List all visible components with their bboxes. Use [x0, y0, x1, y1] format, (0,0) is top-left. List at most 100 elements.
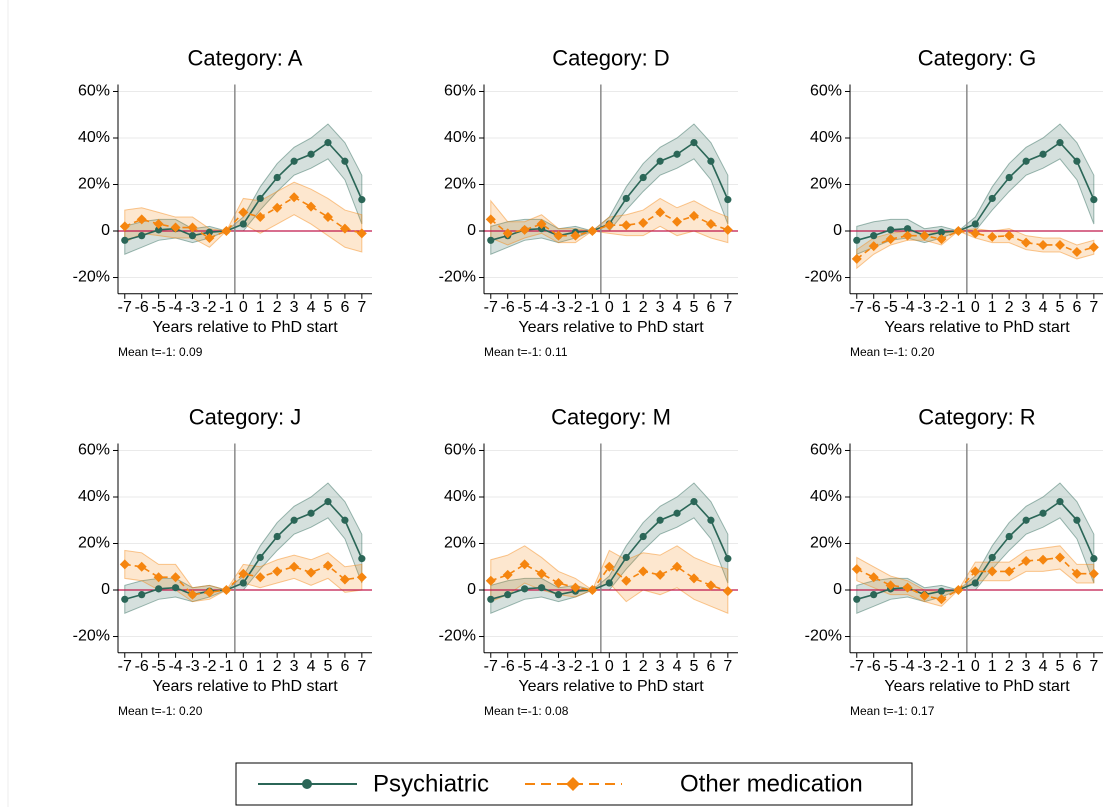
point — [1004, 230, 1015, 241]
point — [306, 201, 317, 212]
chart-title: Category: D — [552, 45, 669, 70]
x-tick-label: -5 — [518, 299, 532, 316]
y-tick-label: 0 — [833, 222, 842, 239]
y-tick-label: 0 — [467, 581, 476, 598]
point — [205, 228, 214, 236]
x-tick-label: -3 — [185, 299, 199, 316]
point — [239, 220, 247, 228]
x-tick-label: -6 — [501, 299, 515, 316]
point — [1021, 237, 1032, 248]
x-tick-label: 7 — [1089, 299, 1098, 316]
point — [256, 194, 264, 203]
legend-label: Psychiatric — [373, 770, 489, 797]
point — [690, 139, 698, 147]
point — [306, 567, 317, 578]
ci-band — [856, 482, 1095, 615]
point — [1039, 150, 1047, 158]
x-tick-label: -2 — [202, 658, 216, 675]
point — [570, 230, 581, 241]
point — [221, 585, 232, 596]
point — [339, 223, 350, 234]
point — [272, 202, 283, 213]
x-tick-label: 0 — [239, 658, 248, 675]
point — [519, 224, 530, 235]
point — [622, 194, 630, 203]
ci-band — [856, 123, 1095, 256]
x-axis-label: Years relative to PhD start — [518, 319, 704, 336]
point — [307, 150, 315, 158]
y-tick-label: 60% — [444, 83, 476, 100]
x-tick-label: -1 — [585, 658, 599, 675]
note: Mean t=-1: 0.20 — [850, 345, 935, 359]
point — [290, 157, 298, 165]
x-tick-label: 7 — [357, 658, 366, 675]
y-tick-label: 0 — [833, 581, 842, 598]
x-tick-label: -4 — [534, 658, 548, 675]
y-tick-label: 40% — [444, 488, 476, 505]
x-tick-label: -5 — [518, 658, 532, 675]
y-tick-label: 40% — [78, 488, 110, 505]
x-tick-label: -3 — [917, 658, 931, 675]
x-tick-label: -1 — [219, 658, 233, 675]
x-tick-label: 6 — [340, 299, 349, 316]
point — [502, 569, 513, 580]
x-tick-label: -1 — [585, 299, 599, 316]
x-tick-label: 6 — [706, 299, 715, 316]
note: Mean t=-1: 0.11 — [484, 345, 568, 359]
x-tick-label: 1 — [256, 658, 265, 675]
point — [919, 230, 930, 241]
point — [138, 232, 146, 240]
x-tick-label: -4 — [168, 658, 182, 675]
x-tick-label: 6 — [1072, 299, 1081, 316]
point — [1071, 246, 1082, 257]
legend-marker — [302, 779, 312, 789]
point — [672, 561, 683, 572]
point — [722, 224, 733, 235]
point — [656, 516, 664, 524]
x-tick-label: 2 — [273, 299, 282, 316]
x-tick-label: 0 — [605, 299, 614, 316]
y-tick-label: 60% — [810, 83, 842, 100]
point — [341, 516, 349, 524]
x-tick-label: 0 — [971, 299, 980, 316]
point — [672, 216, 683, 227]
x-tick-label: 3 — [1022, 299, 1031, 316]
point — [638, 566, 649, 577]
x-axis-label: Years relative to PhD start — [884, 319, 1070, 336]
x-axis-label: Years relative to PhD start — [152, 678, 338, 695]
chart-title: Category: R — [918, 404, 1035, 429]
point — [690, 498, 698, 506]
point — [171, 584, 180, 592]
x-tick-label: -2 — [568, 299, 582, 316]
panel: -20%020%40%60%-7 -6 -5 -4 -3 -2 -1 0 1 2 3 4 5 6 7Year… — [439, 45, 738, 359]
x-tick-label: 6 — [706, 658, 715, 675]
point — [121, 236, 129, 244]
x-axis-label: Years relative to PhD start — [152, 319, 338, 336]
x-tick-label: 3 — [1022, 658, 1031, 675]
x-tick-label: -7 — [484, 299, 498, 316]
point — [622, 553, 630, 562]
point — [255, 212, 266, 223]
point — [273, 173, 281, 182]
point — [1073, 516, 1081, 524]
point — [1022, 157, 1030, 165]
y-tick-label: -20% — [805, 628, 842, 645]
point — [485, 575, 496, 586]
x-tick-label: -4 — [534, 299, 548, 316]
x-tick-label: -7 — [850, 658, 864, 675]
point — [155, 585, 163, 593]
point — [119, 559, 130, 570]
x-tick-label: 5 — [324, 299, 333, 316]
point — [851, 564, 862, 575]
y-tick-label: 0 — [101, 581, 110, 598]
point — [870, 232, 878, 240]
point — [1039, 509, 1047, 517]
point — [307, 509, 315, 517]
y-tick-label: -20% — [439, 628, 476, 645]
x-tick-label: 4 — [307, 658, 316, 675]
point — [987, 231, 998, 242]
point — [521, 585, 529, 593]
point — [655, 207, 666, 218]
x-tick-label: -3 — [551, 658, 565, 675]
